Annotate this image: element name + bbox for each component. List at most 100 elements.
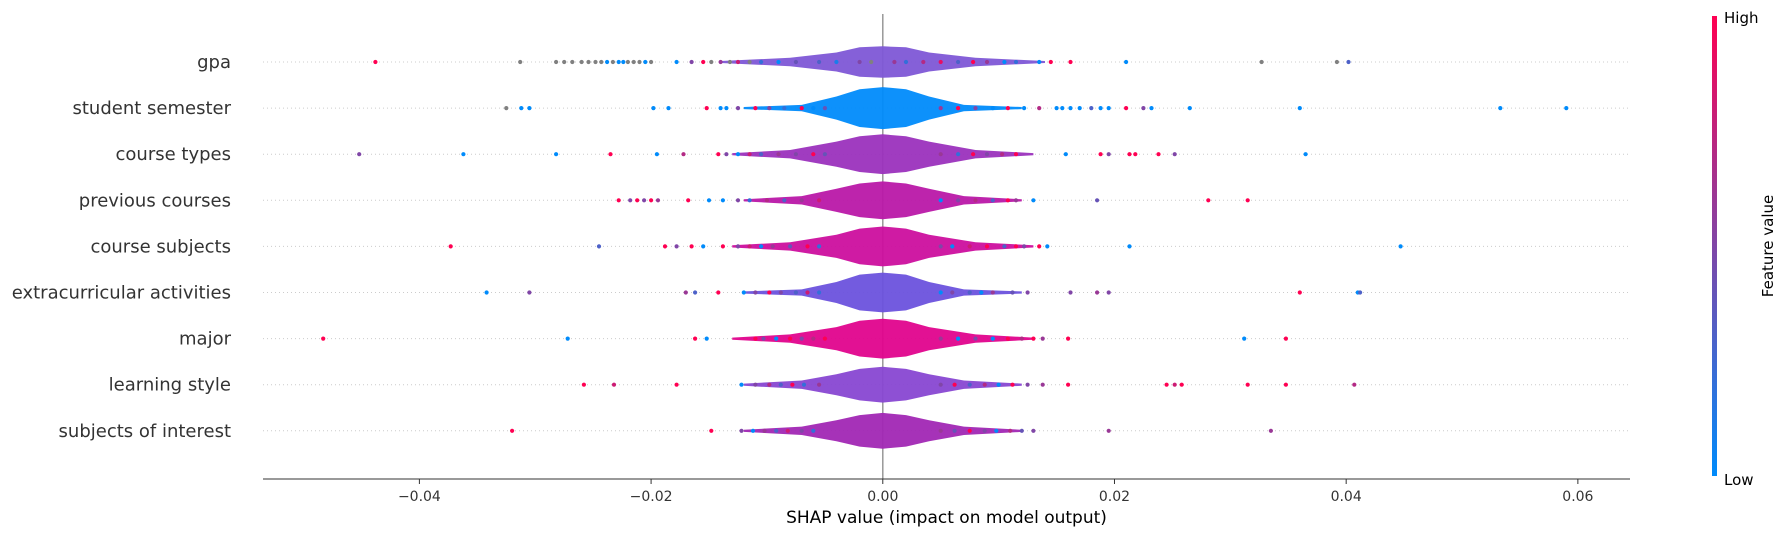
shap-point <box>608 152 613 157</box>
shap-point <box>706 198 712 203</box>
feature-label: gpa <box>197 52 231 73</box>
shap-point <box>1179 382 1184 387</box>
shap-point <box>759 59 764 65</box>
shap-point <box>735 198 741 203</box>
violin-shape <box>743 181 1022 220</box>
shap-point <box>774 428 779 433</box>
shap-point <box>950 290 955 295</box>
colorbar-low-label: Low <box>1724 471 1754 489</box>
shap-point <box>735 152 741 157</box>
shap-point <box>973 336 978 341</box>
shap-point <box>1156 152 1161 157</box>
shap-point <box>689 244 694 249</box>
shap-point <box>753 382 758 387</box>
shap-point <box>674 59 679 65</box>
shap-point <box>651 106 656 111</box>
shap-point <box>990 290 995 295</box>
shap-point <box>509 428 515 433</box>
shap-point <box>1048 59 1053 65</box>
shap-point <box>610 59 616 65</box>
shap-point <box>747 152 752 157</box>
shap-point <box>1066 336 1071 341</box>
shap-point <box>1127 152 1132 157</box>
shap-point <box>1358 290 1363 295</box>
shap-point <box>724 152 729 157</box>
shap-point <box>990 198 995 203</box>
shap-point <box>762 428 767 433</box>
shap-point <box>527 290 532 295</box>
shap-point <box>1005 198 1011 203</box>
shap-point <box>938 198 943 203</box>
shap-point <box>938 336 943 341</box>
shap-point <box>642 198 647 203</box>
shap-point <box>1098 106 1103 111</box>
shap-point <box>1106 428 1111 433</box>
shap-point <box>581 382 587 387</box>
shap-point <box>1283 336 1288 341</box>
shap-point <box>683 290 688 295</box>
shap-point <box>753 336 758 341</box>
shap-point <box>1054 106 1059 111</box>
shap-point <box>735 59 741 65</box>
shap-point <box>616 59 621 65</box>
shap-point <box>778 382 783 387</box>
shap-point <box>616 198 621 203</box>
shap-point <box>718 59 723 65</box>
shap-point <box>674 244 679 249</box>
shap-point <box>793 152 799 157</box>
shap-point <box>938 290 943 295</box>
colorbar-high-label: High <box>1724 9 1758 27</box>
shap-point <box>967 428 972 433</box>
shap-point <box>753 106 758 111</box>
shap-point <box>1297 106 1302 111</box>
shap-point <box>979 290 984 295</box>
shap-point <box>649 198 654 203</box>
shap-point <box>628 198 633 203</box>
shap-point <box>759 244 764 249</box>
shap-point <box>956 336 961 341</box>
shap-point <box>967 244 972 249</box>
shap-point <box>1127 244 1132 249</box>
shap-point <box>938 152 943 157</box>
shap-point <box>938 59 943 65</box>
shap-point <box>637 59 642 65</box>
shap-point <box>693 336 698 341</box>
shap-point <box>1040 382 1045 387</box>
shap-point <box>1025 290 1030 295</box>
shap-point <box>774 336 779 341</box>
shap-point <box>1206 198 1211 203</box>
shap-point <box>790 382 795 387</box>
shap-point <box>811 152 816 157</box>
shap-point <box>1124 59 1129 65</box>
shap-point <box>1022 106 1027 111</box>
shap-point <box>716 152 721 157</box>
shap-point <box>782 106 787 111</box>
shap-point <box>586 59 591 65</box>
shap-point <box>1031 198 1036 203</box>
shap-point <box>984 59 990 65</box>
shap-point <box>990 336 995 341</box>
shap-point <box>704 106 709 111</box>
shap-point <box>701 244 706 249</box>
shap-point <box>1010 382 1015 387</box>
shap-point <box>973 198 978 203</box>
shap-point <box>767 106 772 111</box>
shap-point <box>921 59 926 65</box>
shap-point <box>720 198 726 203</box>
shap-point <box>996 382 1001 387</box>
feature-label: subjects of interest <box>59 421 231 442</box>
shap-point <box>735 244 741 249</box>
shap-point <box>903 59 909 65</box>
shap-point <box>753 290 758 295</box>
shap-point <box>1268 428 1273 433</box>
shap-point <box>1346 59 1351 65</box>
shap-point <box>504 106 509 111</box>
shap-point <box>1022 244 1027 249</box>
shap-point <box>739 428 744 433</box>
shap-point <box>994 428 999 433</box>
shap-point <box>1089 106 1094 111</box>
shap-point <box>1068 106 1073 111</box>
shap-point <box>799 336 804 341</box>
violin-shape <box>732 134 1034 175</box>
